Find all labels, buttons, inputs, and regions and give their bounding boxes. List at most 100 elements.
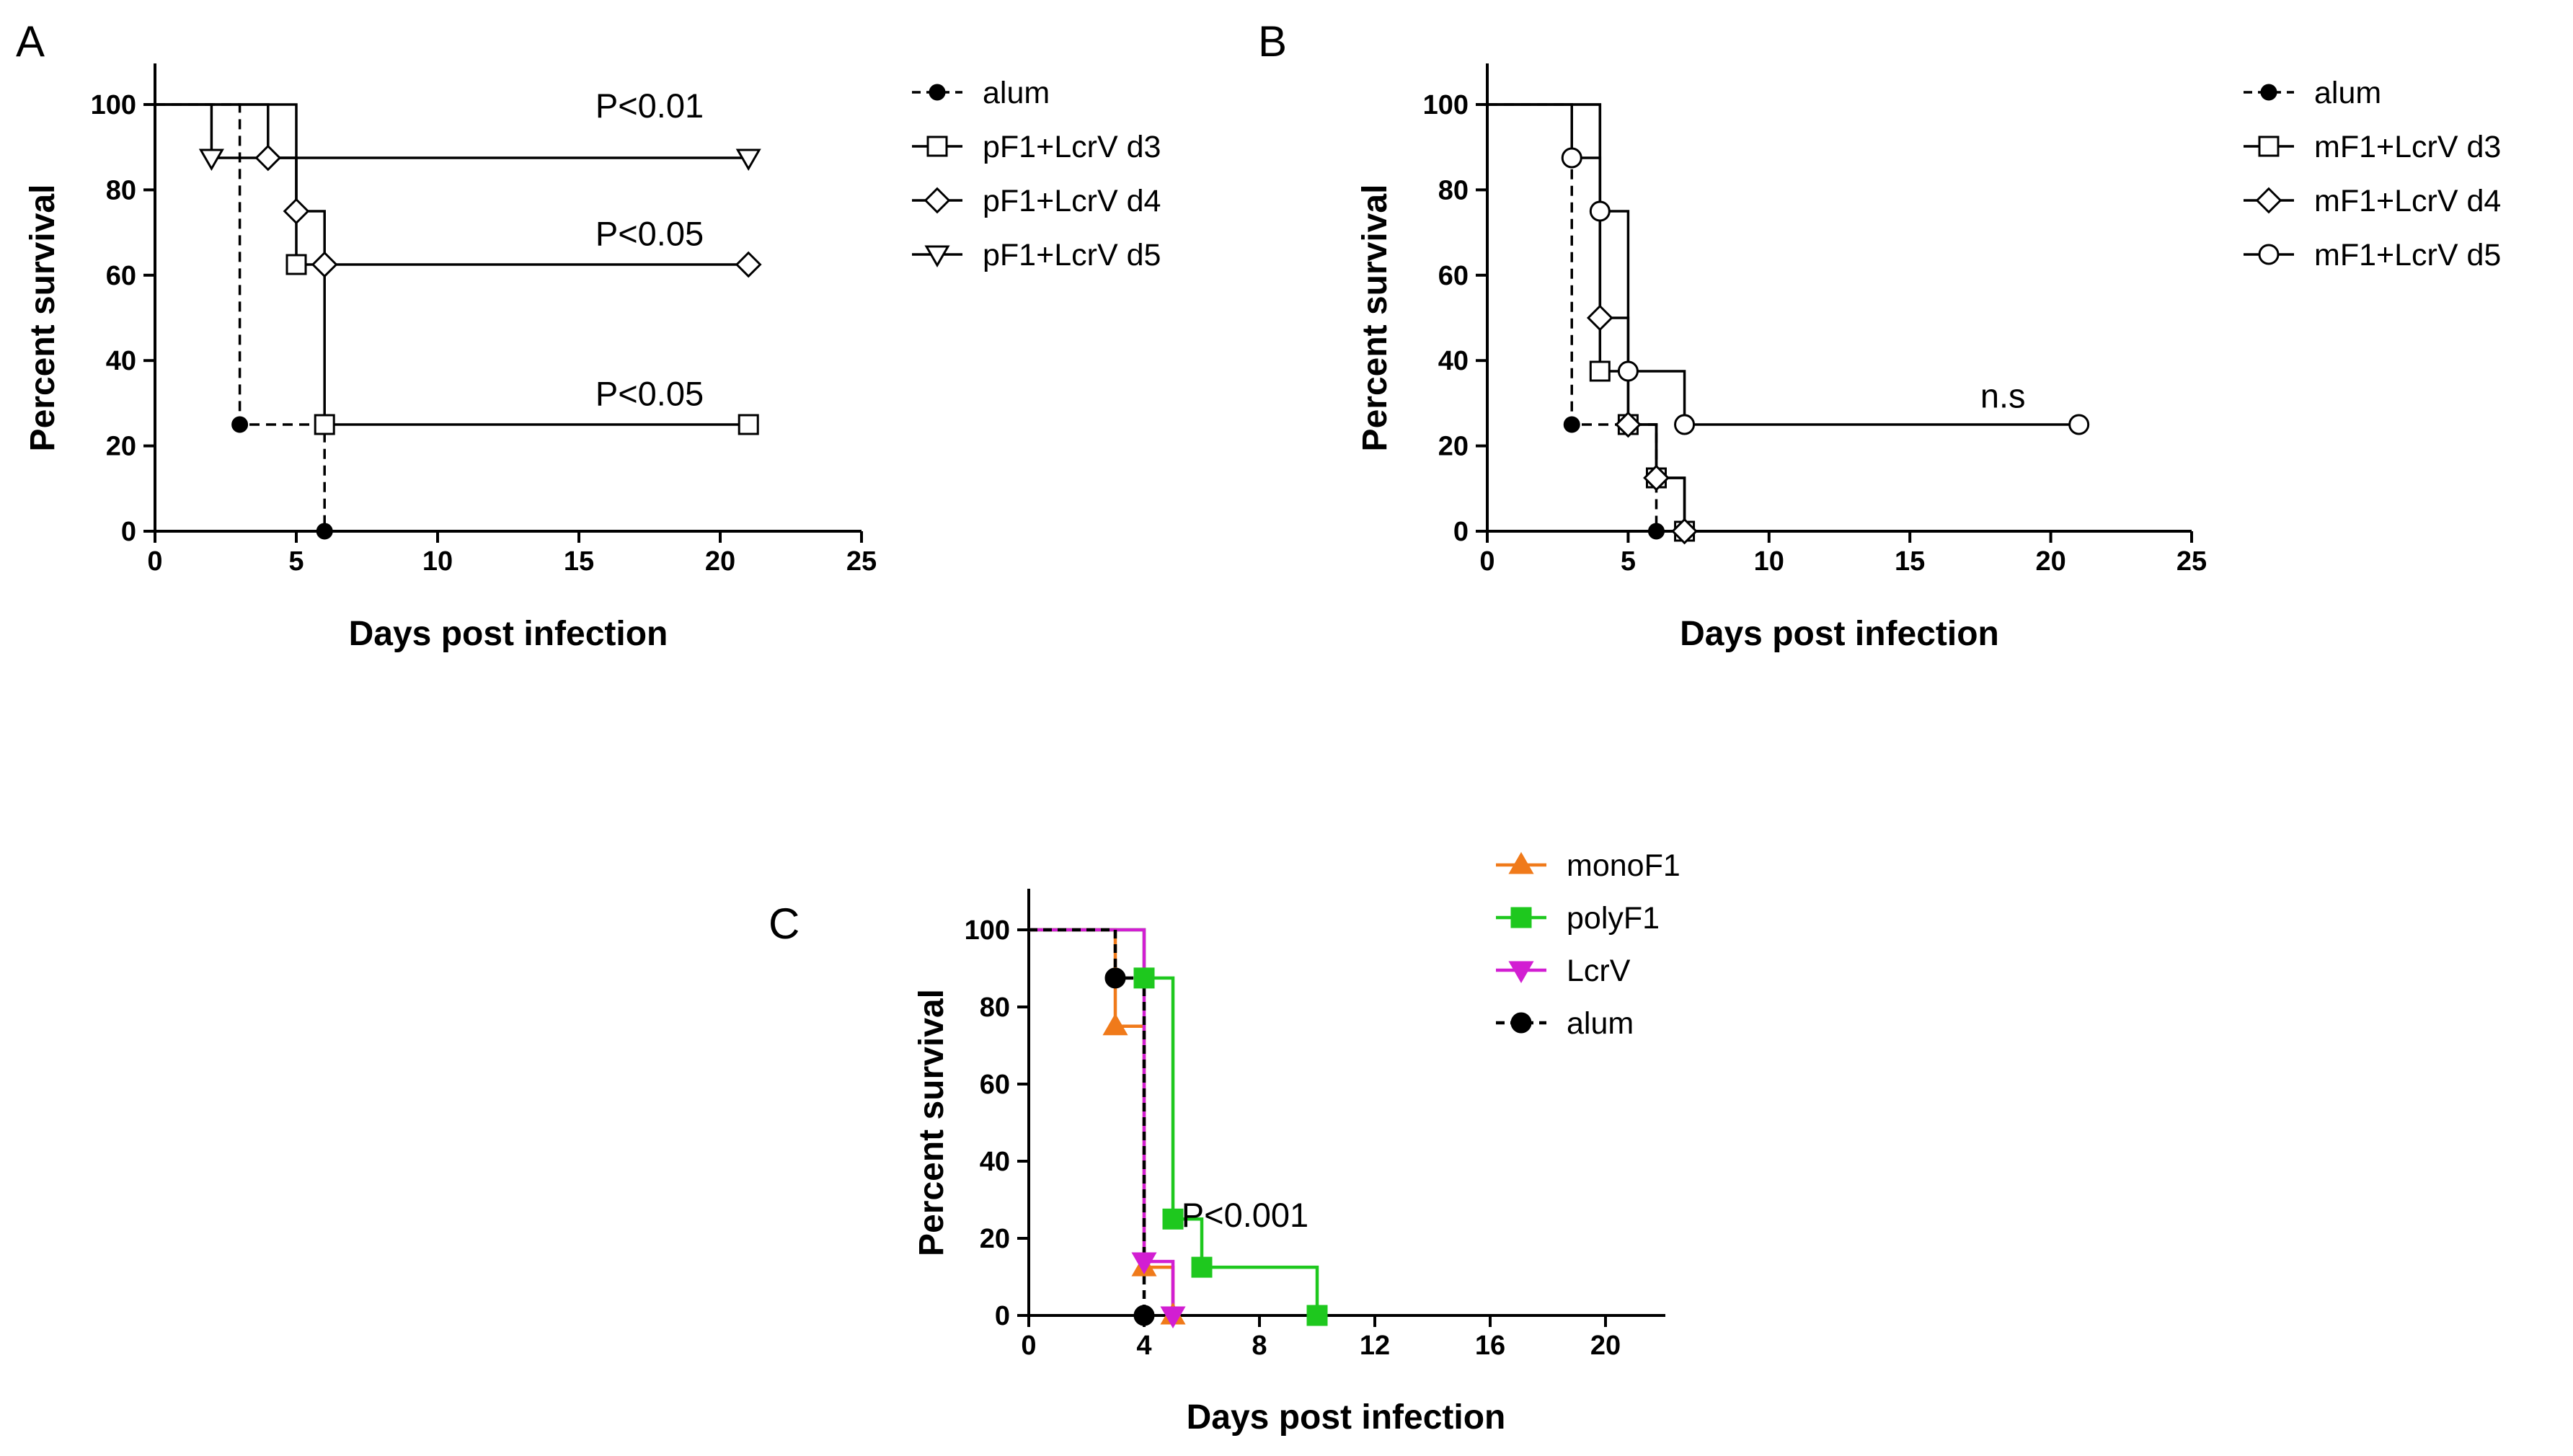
panel-b-legend-marker-mf1-lcrv-d5 <box>2258 244 2280 265</box>
panel-c-y-tick-label: 100 <box>965 915 1010 946</box>
panel-c-point-alum <box>1104 967 1126 989</box>
panel-a-legend-label-pf1-lcrv-d4: pF1+LcrV d4 <box>983 184 1161 218</box>
panel-c-series-line-alum <box>1029 928 1146 1315</box>
panel-c-y-tick-label: 60 <box>980 1070 1010 1100</box>
panel-c-series-line-polyf1 <box>1029 928 1319 1315</box>
panel-a-point-alum <box>316 523 333 540</box>
panel-a-point-pf1-lcrv-d3 <box>314 414 335 435</box>
panel-c-legend-label-alum: alum <box>1567 1006 1634 1041</box>
panel-b-legend-label-alum: alum <box>2314 76 2381 110</box>
panel-a-point-pf1-lcrv-d4 <box>283 197 310 225</box>
panel-a-x-tick-label: 10 <box>422 546 453 577</box>
panel-a-x-tick-label: 5 <box>288 546 304 577</box>
survival-chart-c: 0 4 8 12 16 20 0 20 40 60 80 100 Days post infection… <box>913 848 1680 1437</box>
panel-c-point-lcrv <box>1160 1306 1186 1328</box>
panel-b-x-axis-label: Days post infection <box>1680 615 1999 653</box>
panel-a-legend-marker-alum <box>929 84 946 101</box>
panel-c-legend-marker-monof1 <box>1508 852 1534 874</box>
panel-a-point-pf1-lcrv-d5 <box>735 148 761 171</box>
panel-c-x-tick-label: 0 <box>1021 1331 1036 1361</box>
panel-b-legend-label-mf1-lcrv-d3: mF1+LcrV d3 <box>2314 130 2501 164</box>
panel-c-x-axis-label: Days post infection <box>1187 1398 1506 1437</box>
panel-b-y-tick-label: 100 <box>1423 90 1469 120</box>
panel-b-point-mf1-lcrv-d4 <box>1643 464 1670 492</box>
panel-b-point-mf1-lcrv-d5 <box>1674 414 1696 435</box>
panel-c-y-axis-label: Percent survival <box>913 989 951 1256</box>
panel-b-point-mf1-lcrv-d5 <box>1561 147 1582 169</box>
panel-b-point-mf1-lcrv-d4 <box>1671 518 1698 545</box>
panel-b-y-tick-label: 60 <box>1438 261 1469 291</box>
panel-b-x-tick-label: 5 <box>1621 546 1636 577</box>
survival-chart-b: 0 5 10 15 20 25 0 20 40 60 80 100 Days post infectio… <box>1356 63 2501 653</box>
panel-a-annotation: P<0.01 <box>595 86 704 125</box>
panel-c-point-polyf1 <box>1133 967 1155 989</box>
panel-b-legend-marker-alum <box>2260 84 2277 101</box>
panel-c-point-polyf1 <box>1191 1256 1213 1278</box>
panel-letter-a: A <box>16 17 45 66</box>
panel-b-x-tick-label: 25 <box>2176 546 2207 577</box>
panel-a-point-pf1-lcrv-d5 <box>198 148 224 171</box>
panel-b-legend-marker-mf1-lcrv-d3 <box>2258 136 2280 157</box>
panel-a-legend-marker-pf1-lcrv-d5 <box>924 245 950 267</box>
panel-c-point-polyf1 <box>1306 1305 1328 1326</box>
panel-a-series-line-alum <box>155 103 326 531</box>
panel-c-x-tick-label: 16 <box>1475 1331 1505 1361</box>
panel-a-legend-label-pf1-lcrv-d3: pF1+LcrV d3 <box>983 130 1161 164</box>
panel-c-y-tick-label: 80 <box>980 993 1010 1023</box>
panel-c-y-tick-label: 20 <box>980 1224 1010 1254</box>
panel-a-point-pf1-lcrv-d4 <box>254 144 282 172</box>
panel-letter-c: C <box>769 900 800 948</box>
panel-c-point-alum <box>1133 1305 1155 1326</box>
panel-a-point-pf1-lcrv-d4 <box>735 251 762 278</box>
panel-b-point-mf1-lcrv-d3 <box>1589 360 1611 382</box>
panel-b-series-line-mf1-lcrv-d5 <box>1487 103 2079 426</box>
panel-a-y-axis-label: Percent survival <box>24 185 62 452</box>
panel-a-x-axis-label: Days post infection <box>349 615 668 653</box>
panel-a-x-tick-label: 25 <box>846 546 877 577</box>
panel-c-x-tick-label: 12 <box>1360 1331 1390 1361</box>
panel-a-legend-label-alum: alum <box>983 76 1050 110</box>
panel-b-annotation: n.s <box>1980 376 2026 414</box>
panel-a-y-tick-label: 100 <box>91 90 136 120</box>
panel-c-x-tick-label: 20 <box>1590 1331 1621 1361</box>
panel-a-point-alum <box>231 416 249 433</box>
panel-c-x-tick-label: 8 <box>1252 1331 1267 1361</box>
panel-a-series-line-pf1-lcrv-d5 <box>155 103 749 159</box>
panel-a-y-tick-label: 80 <box>106 175 136 205</box>
panel-c-y-tick-label: 40 <box>980 1147 1010 1177</box>
panel-a-series-line-pf1-lcrv-d3 <box>155 103 749 426</box>
panel-b-legend-label-mf1-lcrv-d4: mF1+LcrV d4 <box>2314 184 2501 218</box>
survival-chart-a: 0 5 10 15 20 25 0 20 40 60 80 100 Days post infectio… <box>24 63 1161 653</box>
panel-b-legend-marker-mf1-lcrv-d4 <box>2255 187 2282 214</box>
panel-b-y-tick-label: 80 <box>1438 175 1469 205</box>
panel-b-point-mf1-lcrv-d4 <box>1615 411 1642 438</box>
panel-c-legend-label-monof1: monoF1 <box>1567 848 1680 883</box>
panel-c-annotation: P<0.001 <box>1182 1196 1308 1234</box>
panel-a-y-tick-label: 40 <box>106 346 136 376</box>
panel-b-x-tick-label: 0 <box>1479 546 1494 577</box>
panel-b-point-alum <box>1563 416 1580 433</box>
panel-c-x-tick-label: 4 <box>1136 1331 1151 1361</box>
panel-b-legend-label-mf1-lcrv-d5: mF1+LcrV d5 <box>2314 238 2501 272</box>
panel-a-y-tick-label: 20 <box>106 432 136 462</box>
panel-b-x-tick-label: 20 <box>2035 546 2065 577</box>
panel-a-y-tick-label: 60 <box>106 261 136 291</box>
panel-b-y-tick-label: 0 <box>1453 517 1469 547</box>
panel-b-x-tick-label: 10 <box>1754 546 1784 577</box>
panel-b-y-axis-label: Percent survival <box>1356 185 1394 452</box>
panel-c-legend-label-polyf1: polyF1 <box>1567 901 1660 936</box>
panel-a-y-tick-label: 0 <box>121 517 136 547</box>
panel-c-point-lcrv <box>1131 1252 1157 1275</box>
panel-a-point-pf1-lcrv-d3 <box>285 254 307 275</box>
panel-a-x-tick-label: 15 <box>564 546 594 577</box>
panel-c-point-polyf1 <box>1162 1208 1184 1230</box>
panel-c-legend-marker-alum <box>1510 1012 1532 1034</box>
panel-a-x-tick-label: 0 <box>147 546 162 577</box>
panel-a-point-pf1-lcrv-d3 <box>738 414 759 435</box>
panel-a-legend-marker-pf1-lcrv-d4 <box>924 187 951 214</box>
panel-b-point-mf1-lcrv-d4 <box>1586 304 1613 332</box>
panel-a-point-pf1-lcrv-d4 <box>311 251 338 278</box>
panel-a-x-tick-label: 20 <box>705 546 735 577</box>
panel-a-legend-marker-pf1-lcrv-d3 <box>926 136 948 157</box>
